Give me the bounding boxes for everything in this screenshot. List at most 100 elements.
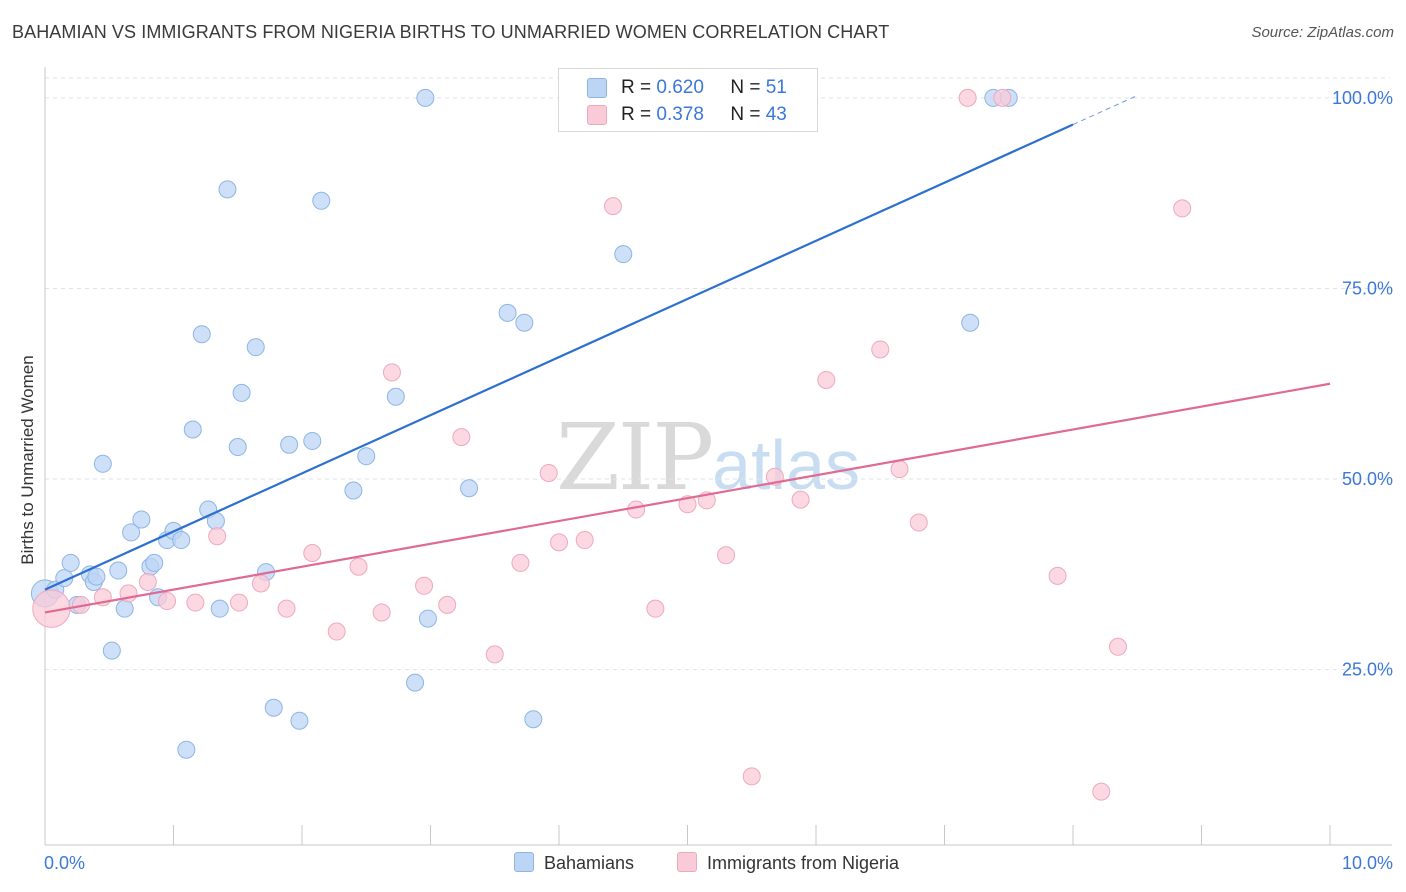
- nigeria-trend-line: [44, 382, 1331, 614]
- nigeria-point: [627, 500, 646, 519]
- nigeria-point: [372, 603, 391, 622]
- bahamian-point: [524, 710, 543, 729]
- correlation-legend: R = 0.620 N = 51 R = 0.378 N = 43: [558, 68, 818, 132]
- nigeria-point: [717, 546, 736, 565]
- bahamian-point: [192, 325, 211, 344]
- bahamian-point: [416, 88, 435, 107]
- nigeria-point: [817, 370, 836, 389]
- bahamian-point: [172, 531, 191, 550]
- chart-source: Source: ZipAtlas.com: [1251, 24, 1394, 41]
- bahamian-point: [246, 338, 265, 357]
- watermark-zip: ZIP: [556, 404, 714, 511]
- bottom-legend-label-nigeria: Immigrants from Nigeria: [707, 853, 900, 873]
- nigeria-point: [415, 576, 434, 595]
- nigeria-point: [603, 197, 622, 216]
- y-tick-label: 25.0%: [1342, 660, 1393, 680]
- nigeria-point: [1108, 637, 1127, 656]
- nigeria-point: [1092, 782, 1111, 801]
- x-tick-label-min: 0.0%: [44, 853, 85, 873]
- bahamian-trend-line: [44, 123, 1074, 591]
- legend-swatch-pink: [587, 105, 607, 125]
- nigeria-point: [208, 527, 227, 546]
- legend-text-nigeria: R = 0.378 N = 43: [621, 104, 787, 126]
- legend-text-bahamians: R = 0.620 N = 51: [621, 77, 787, 99]
- bahamian-point: [132, 510, 151, 529]
- bahamian-point: [418, 609, 437, 628]
- nigeria-point: [993, 88, 1012, 107]
- bahamian-point: [515, 313, 534, 332]
- nigeria-point: [1048, 566, 1067, 585]
- bahamian-point: [460, 479, 479, 498]
- nigeria-point: [646, 599, 665, 618]
- bahamian-point: [357, 447, 376, 466]
- bottom-legend-nigeria: Immigrants from Nigeria: [677, 852, 899, 874]
- bahamian-point: [406, 673, 425, 692]
- bahamian-point: [218, 180, 237, 199]
- x-tick-label-max: 10.0%: [1342, 853, 1393, 873]
- bahamian-point: [232, 383, 251, 402]
- bahamian-point: [264, 698, 283, 717]
- legend-r-value: 0.620: [656, 77, 704, 98]
- nigeria-point: [452, 428, 471, 447]
- bahamian-point: [115, 599, 134, 618]
- nigeria-point: [382, 363, 401, 382]
- legend-r-label: R =: [621, 104, 652, 125]
- nigeria-point: [158, 592, 177, 611]
- bahamian-point: [183, 420, 202, 439]
- bottom-legend-swatch-pink: [677, 852, 697, 872]
- nigeria-point: [909, 513, 928, 532]
- legend-n-value: 51: [765, 77, 787, 98]
- nigeria-point: [1173, 199, 1192, 218]
- nigeria-point: [871, 340, 890, 359]
- bahamian-point: [312, 191, 331, 210]
- watermark-atlas: atlas: [712, 426, 861, 504]
- nigeria-point: [438, 595, 457, 614]
- nigeria-point: [575, 531, 594, 550]
- legend-n-value: 43: [765, 104, 787, 125]
- nigeria-point: [550, 533, 568, 552]
- bahamian-point: [210, 599, 229, 618]
- y-tick-label: 50.0%: [1342, 469, 1393, 489]
- nigeria-point: [186, 593, 205, 612]
- nigeria-point: [303, 544, 322, 563]
- nigeria-point: [485, 645, 504, 664]
- bahamian-point: [109, 561, 128, 580]
- legend-swatch-blue: [587, 78, 607, 98]
- bahamian-point: [386, 387, 405, 406]
- nigeria-point: [958, 88, 977, 107]
- nigeria-point: [742, 767, 761, 786]
- legend-n-label: N =: [730, 77, 761, 98]
- chart-title: BAHAMIAN VS IMMIGRANTS FROM NIGERIA BIRT…: [12, 22, 890, 42]
- nigeria-point: [327, 622, 346, 641]
- nigeria-point: [539, 463, 558, 482]
- bahamian-trend-extension: [1072, 95, 1138, 126]
- bahamian-point: [87, 567, 106, 586]
- bahamian-point: [961, 313, 980, 332]
- nigeria-point: [511, 553, 530, 572]
- bahamian-point: [145, 553, 164, 572]
- bahamian-point: [228, 438, 247, 457]
- nigeria-point: [251, 574, 270, 593]
- nigeria-point: [277, 599, 296, 618]
- bahamian-point: [102, 641, 121, 660]
- bahamian-point: [498, 303, 517, 322]
- bottom-legend-label-bahamians: Bahamians: [544, 853, 635, 873]
- nigeria-point: [890, 460, 909, 479]
- bottom-legend-bahamians: Bahamians: [514, 852, 634, 874]
- y-tick-label: 75.0%: [1342, 278, 1393, 298]
- bahamian-point: [122, 523, 141, 542]
- bahamian-point: [280, 435, 299, 454]
- bahamian-point: [303, 431, 322, 450]
- bahamian-point: [344, 481, 363, 500]
- nigeria-point: [791, 490, 810, 509]
- bahamian-point: [290, 711, 309, 730]
- legend-r-value: 0.378: [656, 104, 704, 125]
- bottom-legend-swatch-blue: [514, 852, 534, 872]
- nigeria-point: [138, 572, 157, 591]
- nigeria-point: [230, 593, 249, 612]
- zipatlas-watermark: ZIPatlas: [556, 404, 860, 511]
- bahamian-point: [614, 245, 633, 264]
- legend-r-label: R =: [621, 77, 652, 98]
- bahamian-point: [61, 553, 80, 572]
